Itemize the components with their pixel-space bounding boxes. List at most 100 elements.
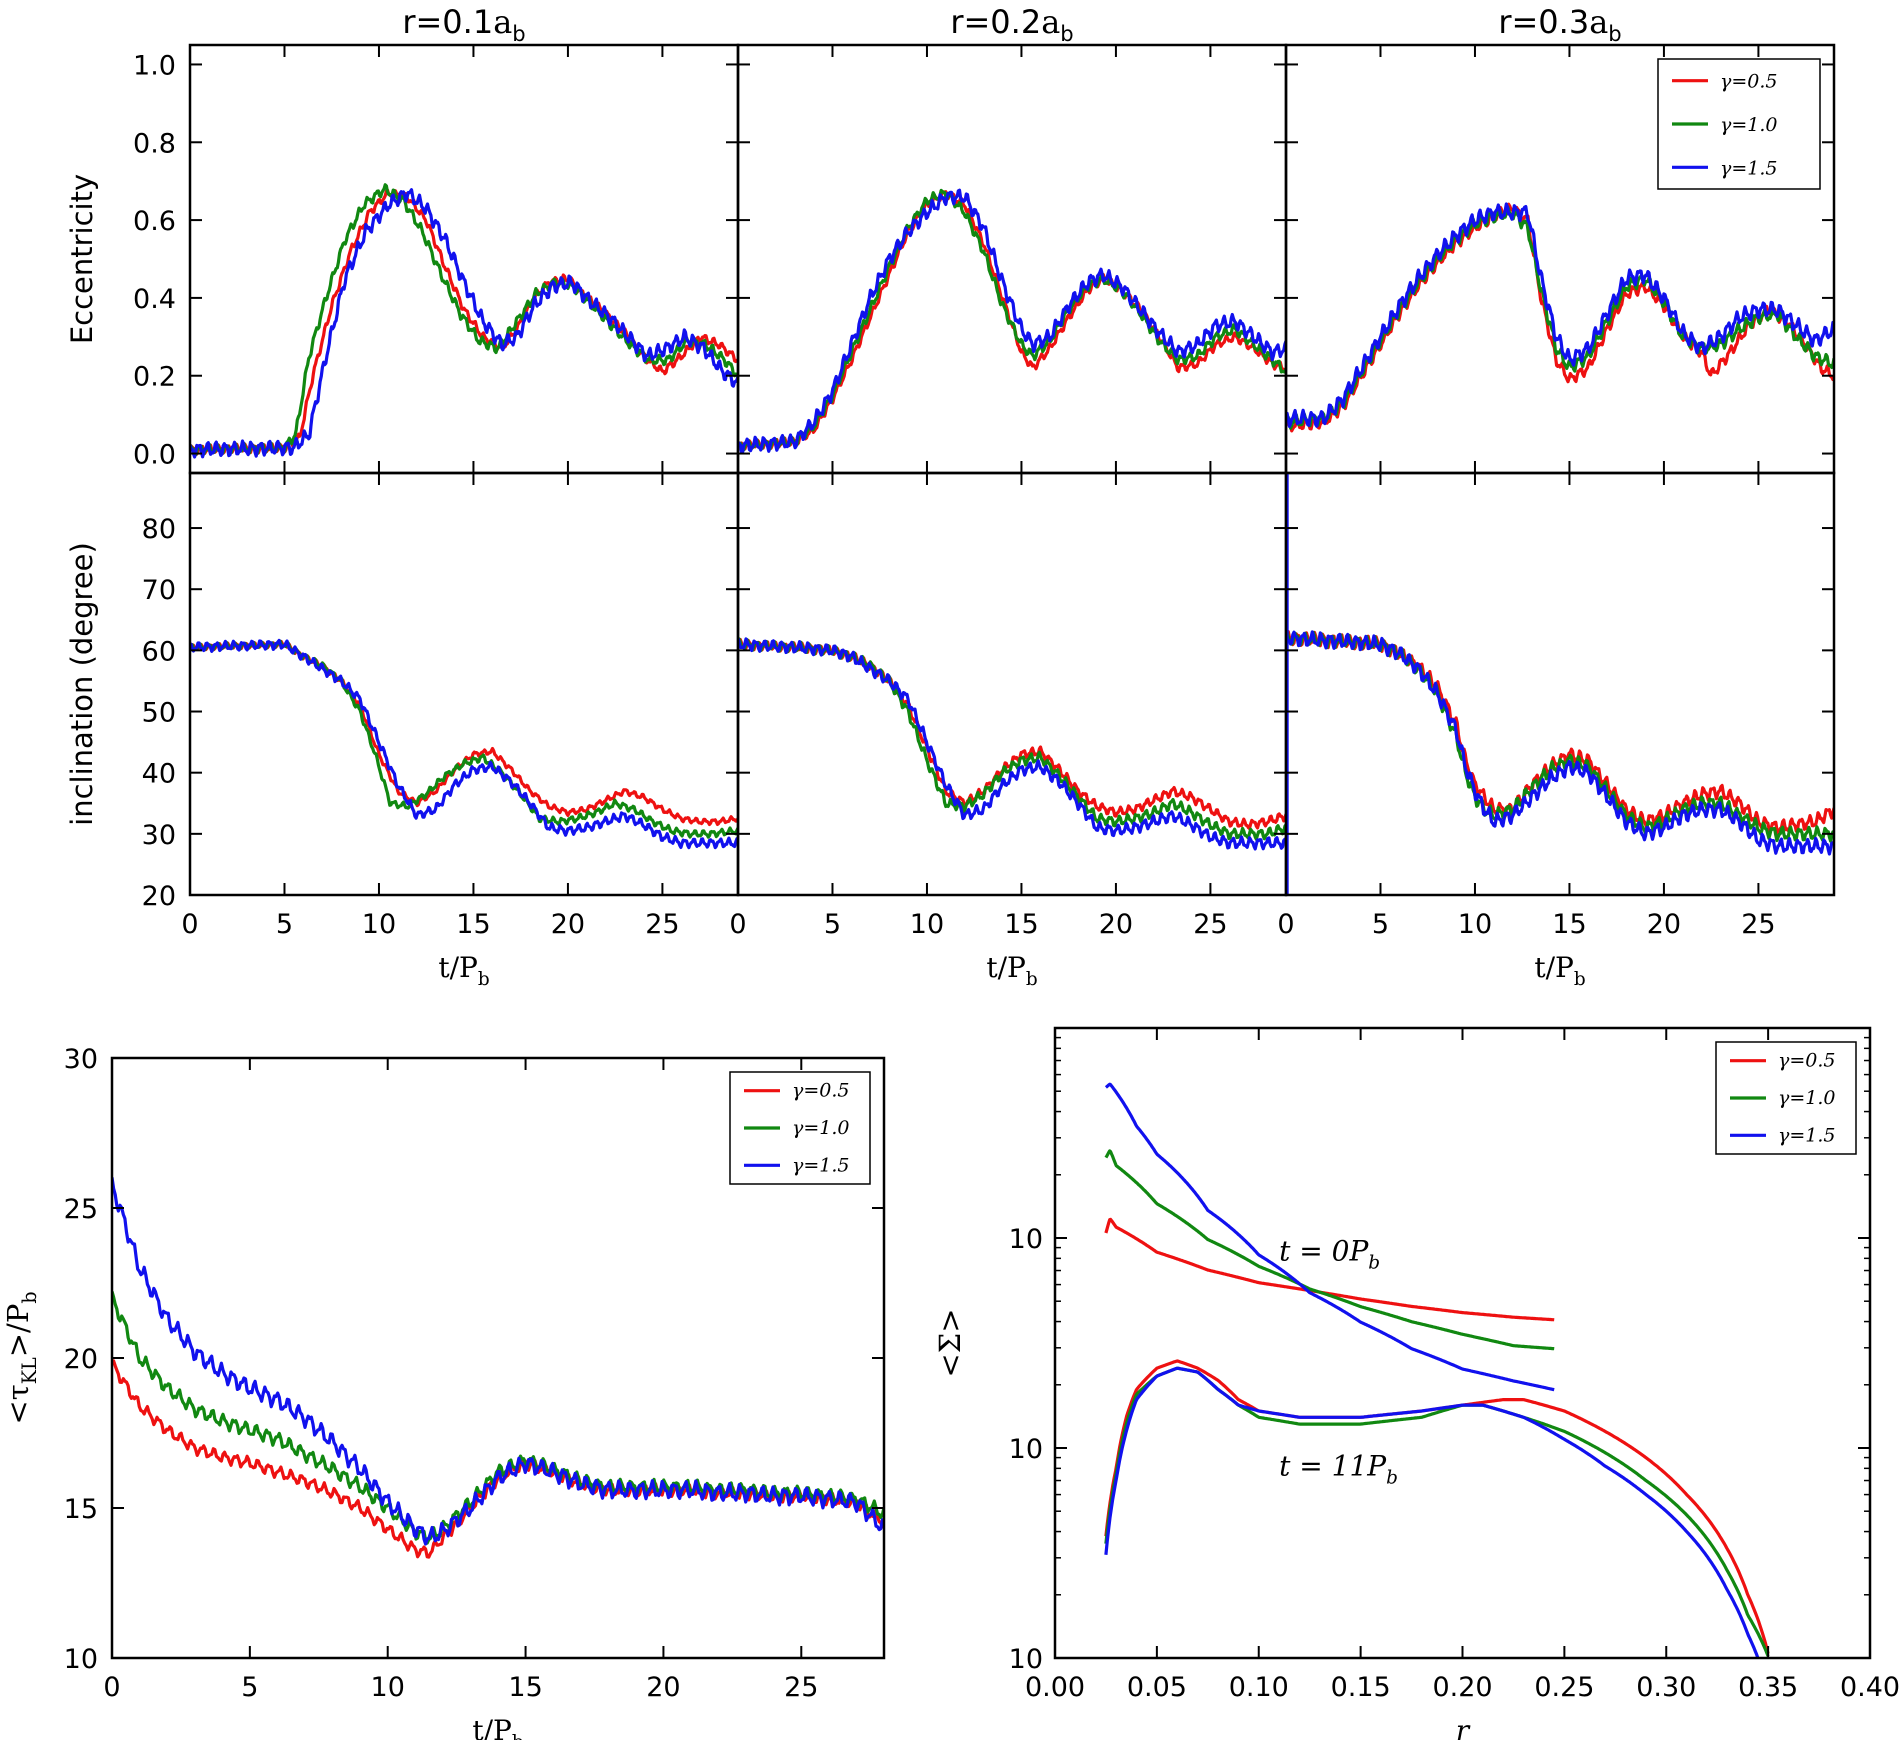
x-tick-label: 10 bbox=[371, 1672, 405, 1703]
x-tick-label: 20 bbox=[551, 909, 585, 940]
x-tick-label: 25 bbox=[1741, 909, 1775, 940]
y-tick-label: 10 bbox=[1009, 1224, 1043, 1255]
legend-entry: γ=1.5 bbox=[792, 1154, 850, 1176]
title-a: a bbox=[493, 3, 512, 41]
annotation: t = 0Pb bbox=[1279, 1235, 1380, 1274]
series-group bbox=[1286, 202, 1834, 433]
series-line-0 bbox=[738, 190, 1286, 451]
y-tick-label: 0.4 bbox=[133, 284, 176, 315]
legend-entry: γ=0.5 bbox=[1778, 1050, 1836, 1072]
figure-panels: 0.00.20.40.60.81.0r=0.1abEccentricityr=0… bbox=[1, 3, 1900, 1740]
x-tick-label: 25 bbox=[645, 909, 679, 940]
x-tick-label: 20 bbox=[1647, 909, 1681, 940]
y-axis-label: inclination (degree) bbox=[65, 542, 99, 826]
series-line-2 bbox=[738, 637, 1286, 851]
legend-entry: γ=1.5 bbox=[1778, 1124, 1836, 1146]
y-label-main: Eccentricity bbox=[65, 174, 99, 344]
x-label-main: t/P bbox=[1534, 951, 1574, 984]
series-line-0 bbox=[1104, 1217, 1555, 1322]
panel-title: r=0.2ab bbox=[950, 3, 1073, 46]
y-tick-label: 60 bbox=[142, 636, 176, 667]
series-group bbox=[1286, 629, 1834, 856]
panel-ecc-0.2: r=0.2ab bbox=[736, 3, 1288, 475]
y-tick-label: 20 bbox=[64, 1344, 98, 1375]
series-line-1 bbox=[1286, 629, 1834, 843]
x-tick-label: 0 bbox=[181, 909, 198, 940]
series-line-2 bbox=[112, 1177, 884, 1546]
title-main: r=0.1 bbox=[402, 3, 493, 41]
y-tick-label: 50 bbox=[142, 698, 176, 729]
series-line-1 bbox=[112, 1290, 884, 1545]
x-axis-label: t/Pb bbox=[1534, 951, 1585, 990]
panel-title: r=0.1ab bbox=[402, 3, 525, 46]
subscript: b bbox=[1608, 21, 1621, 46]
x-tick-label: 15 bbox=[456, 909, 490, 940]
annotation-main: t = 0P bbox=[1279, 1235, 1369, 1268]
x-label-main: t/P bbox=[438, 951, 478, 984]
annotation: t = 11Pb bbox=[1279, 1449, 1398, 1488]
y-axis-label: Eccentricity bbox=[65, 174, 99, 344]
series-line-1 bbox=[738, 188, 1286, 452]
legend-entry: γ=1.0 bbox=[1720, 114, 1778, 136]
title-a: a bbox=[1589, 3, 1608, 41]
series-group bbox=[112, 1177, 884, 1559]
panel-ecc-0.1: 0.0 0.2 0.4 0.6 0.8 1.0 r=0.1ab Eccentricity bbox=[65, 3, 740, 475]
panel-title: r=0.3ab bbox=[1498, 3, 1621, 46]
y-label-main: <Σ> bbox=[933, 1308, 967, 1377]
legend: γ=0.5 γ=1.0 γ=1.5 bbox=[729, 1071, 871, 1185]
x-tick-label: 0.25 bbox=[1534, 1672, 1594, 1703]
legend-entry: γ=1.0 bbox=[1778, 1087, 1836, 1109]
subscript: b bbox=[512, 1732, 524, 1740]
subscript: b bbox=[1060, 21, 1073, 46]
y-tick-label: 80 bbox=[142, 514, 176, 545]
y-tick-label: 40 bbox=[142, 759, 176, 790]
panel-inc-0.3: 0 5 10 15 20 25 t/Pb bbox=[1277, 471, 1836, 990]
ticks: 10 15 20 25 30 0 5 10 15 20 25 bbox=[64, 1044, 884, 1703]
x-axis-label: t/Pb bbox=[438, 951, 489, 990]
x-tick-label: 0 bbox=[103, 1672, 120, 1703]
y-axis-label: <Σ> bbox=[933, 1308, 967, 1377]
subscript: b bbox=[18, 1291, 41, 1303]
subscript: b bbox=[512, 21, 525, 46]
subscript: b bbox=[478, 969, 490, 990]
x-tick-label: 0.15 bbox=[1331, 1672, 1391, 1703]
legend: γ=0.5 γ=1.0 γ=1.5 bbox=[1657, 58, 1821, 190]
x-tick-label: 10 bbox=[362, 909, 396, 940]
x-tick-label: 0.10 bbox=[1229, 1672, 1289, 1703]
legend: γ=0.5 γ=1.0 γ=1.5 bbox=[1715, 1041, 1857, 1155]
panel-ecc-0.3: r=0.3ab γ=0.5 γ=1.0 γ=1.5 bbox=[1284, 3, 1836, 475]
x-axis-label: t/Pb bbox=[472, 1714, 523, 1740]
series-line-2 bbox=[1104, 1082, 1555, 1392]
subscript: b bbox=[1368, 1253, 1380, 1274]
y-tick-label: 0.0 bbox=[133, 440, 176, 471]
y-tick-label: 10 bbox=[1009, 1434, 1043, 1465]
x-axis-label: r bbox=[1456, 1714, 1471, 1740]
series-line-1 bbox=[1104, 1149, 1555, 1351]
subscript: KL bbox=[18, 1357, 41, 1384]
x-label-main: t/P bbox=[986, 951, 1026, 984]
x-tick-label: 0.35 bbox=[1738, 1672, 1798, 1703]
series-line-5 bbox=[1104, 1366, 1760, 1658]
x-tick-label: 0.00 bbox=[1025, 1672, 1085, 1703]
subscript: b bbox=[1574, 969, 1586, 990]
x-label-main: t/P bbox=[472, 1714, 512, 1740]
axes-frame bbox=[1284, 471, 1836, 897]
subscript: b bbox=[1386, 1467, 1398, 1488]
panel-inc-0.2: 0 5 10 15 20 25 t/Pb bbox=[729, 471, 1288, 990]
legend-entry: γ=1.0 bbox=[792, 1117, 850, 1139]
y-tick-label: 70 bbox=[142, 575, 176, 606]
x-tick-label: 5 bbox=[1372, 909, 1389, 940]
x-tick-label: 25 bbox=[784, 1672, 818, 1703]
x-tick-label: 0 bbox=[1277, 909, 1294, 940]
y-tick-label: 0.2 bbox=[133, 362, 176, 393]
x-tick-label: 0.40 bbox=[1840, 1672, 1900, 1703]
ticks: 20 30 40 50 60 70 80 0 5 10 15 20 25 bbox=[142, 473, 738, 940]
series-line-2 bbox=[190, 188, 738, 459]
x-tick-label: 20 bbox=[646, 1672, 680, 1703]
x-tick-label: 5 bbox=[824, 909, 841, 940]
series-line-2 bbox=[738, 188, 1286, 454]
y-tick-label: 30 bbox=[64, 1044, 98, 1075]
y-tick-label: 15 bbox=[64, 1494, 98, 1525]
series-group bbox=[738, 188, 1286, 454]
